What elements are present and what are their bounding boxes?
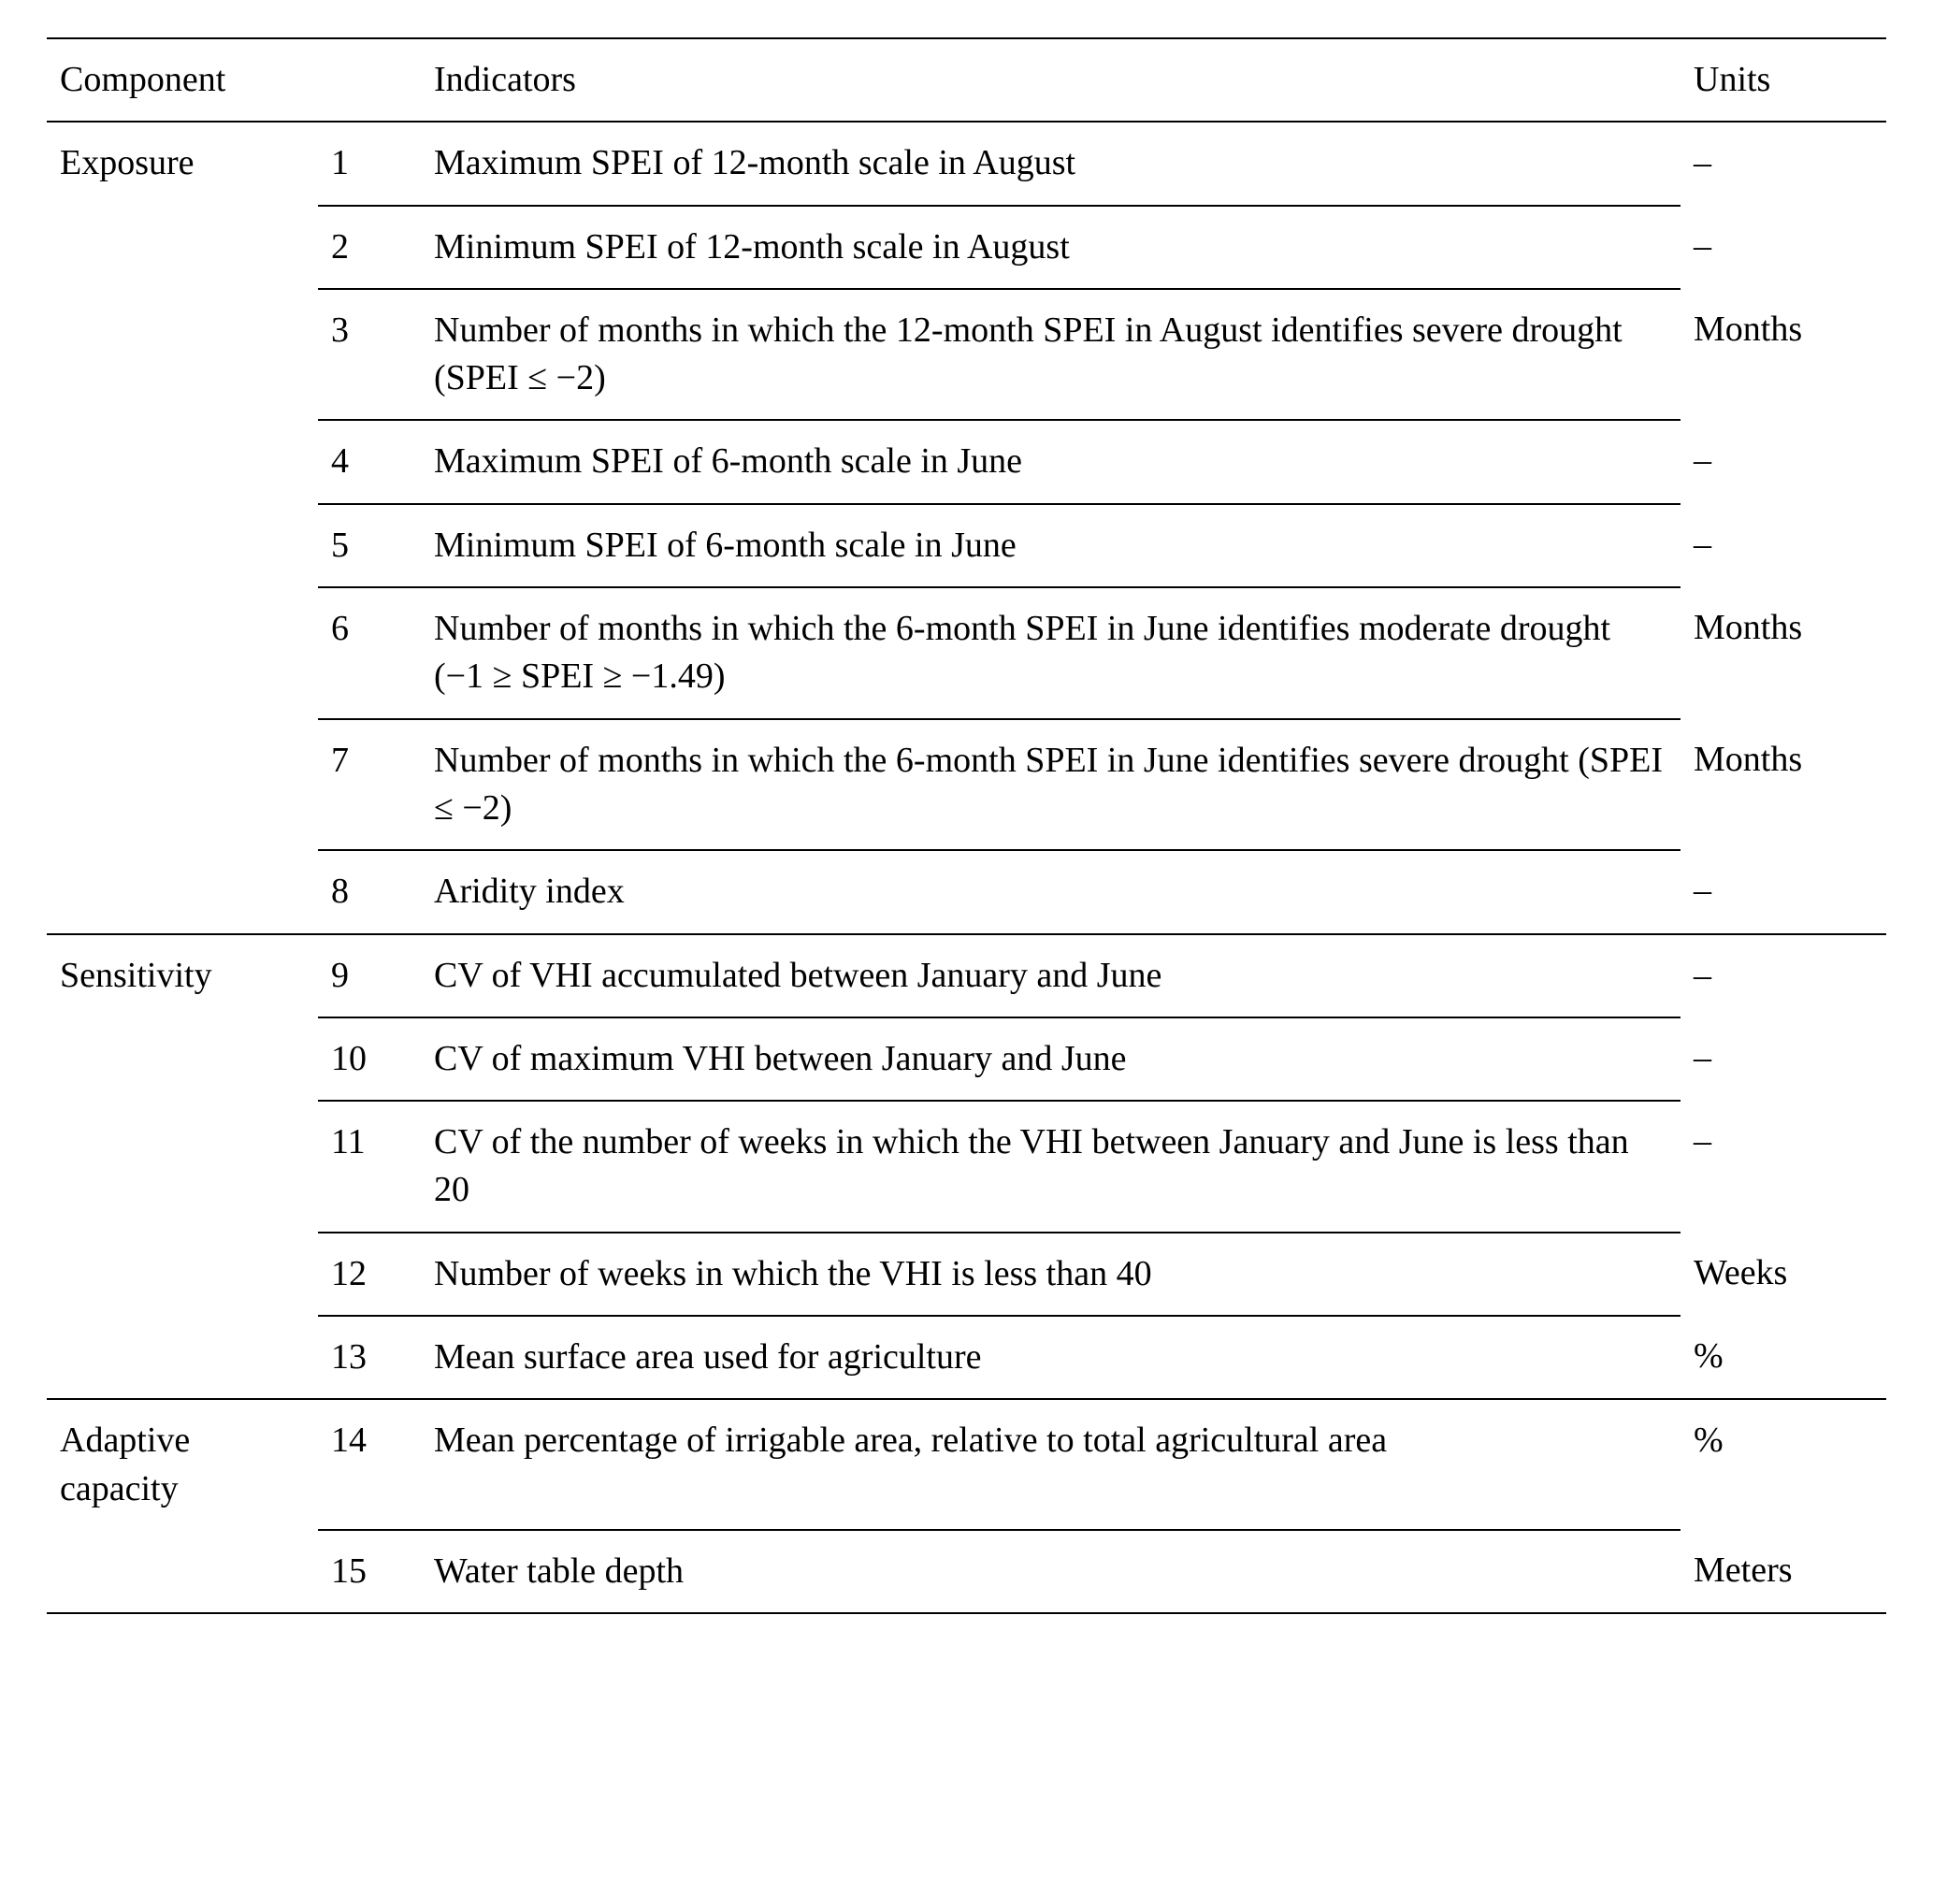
table-row: 5 Minimum SPEI of 6-month scale in June … (47, 504, 1886, 587)
row-num: 7 (318, 719, 421, 851)
component-cell (47, 1233, 318, 1316)
row-num: 15 (318, 1530, 421, 1613)
table-row: 12 Number of weeks in which the VHI is l… (47, 1233, 1886, 1316)
row-num: 8 (318, 850, 421, 933)
indicator-cell: Mean percentage of irrigable area, relat… (421, 1399, 1681, 1530)
indicator-cell: CV of VHI accumulated between January an… (421, 934, 1681, 1017)
row-num: 9 (318, 934, 421, 1017)
units-cell: – (1681, 420, 1886, 503)
units-cell: Months (1681, 587, 1886, 719)
component-cell (47, 504, 318, 587)
table-row: Sensitivity 9 CV of VHI accumulated betw… (47, 934, 1886, 1017)
component-cell (47, 1530, 318, 1613)
units-cell: – (1681, 1101, 1886, 1233)
component-cell: Sensitivity (47, 934, 318, 1017)
table-row: 11 CV of the number of weeks in which th… (47, 1101, 1886, 1233)
indicator-cell: Maximum SPEI of 6-month scale in June (421, 420, 1681, 503)
row-num: 13 (318, 1316, 421, 1399)
table-header-row: Component Indicators Units (47, 38, 1886, 122)
row-num: 11 (318, 1101, 421, 1233)
component-cell (47, 587, 318, 719)
units-cell: – (1681, 122, 1886, 205)
table-row: 13 Mean surface area used for agricultur… (47, 1316, 1886, 1399)
row-num: 3 (318, 289, 421, 421)
table-row: 7 Number of months in which the 6-month … (47, 719, 1886, 851)
table-row: 8 Aridity index – (47, 850, 1886, 933)
col-header-indicators: Indicators (421, 38, 1681, 122)
col-header-num (318, 38, 421, 122)
row-num: 2 (318, 206, 421, 289)
indicator-cell: Water table depth (421, 1530, 1681, 1613)
component-cell: Exposure (47, 122, 318, 205)
indicator-cell: Minimum SPEI of 6-month scale in June (421, 504, 1681, 587)
component-cell (47, 1101, 318, 1233)
component-cell (47, 1316, 318, 1399)
component-cell (47, 850, 318, 933)
table-row: 3 Number of months in which the 12-month… (47, 289, 1886, 421)
units-cell: Months (1681, 289, 1886, 421)
col-header-component: Component (47, 38, 318, 122)
units-cell: – (1681, 504, 1886, 587)
units-cell: % (1681, 1316, 1886, 1399)
indicator-cell: Number of months in which the 6-month SP… (421, 719, 1681, 851)
table-row: 6 Number of months in which the 6-month … (47, 587, 1886, 719)
units-cell: Meters (1681, 1530, 1886, 1613)
indicator-cell: Number of months in which the 12-month S… (421, 289, 1681, 421)
units-cell: – (1681, 934, 1886, 1017)
units-cell: – (1681, 206, 1886, 289)
row-num: 5 (318, 504, 421, 587)
row-num: 1 (318, 122, 421, 205)
units-cell: Weeks (1681, 1233, 1886, 1316)
table-row: 15 Water table depth Meters (47, 1530, 1886, 1613)
table-row: Exposure 1 Maximum SPEI of 12-month scal… (47, 122, 1886, 205)
table-row: 2 Minimum SPEI of 12-month scale in Augu… (47, 206, 1886, 289)
component-cell (47, 420, 318, 503)
col-header-units: Units (1681, 38, 1886, 122)
units-cell: Months (1681, 719, 1886, 851)
units-cell: % (1681, 1399, 1886, 1530)
units-cell: – (1681, 1017, 1886, 1101)
component-cell: Adaptive capacity (47, 1399, 318, 1530)
component-cell (47, 206, 318, 289)
indicators-table: Component Indicators Units Exposure 1 Ma… (47, 37, 1886, 1614)
indicator-cell: Mean surface area used for agriculture (421, 1316, 1681, 1399)
table-row: Adaptive capacity 14 Mean percentage of … (47, 1399, 1886, 1530)
row-num: 12 (318, 1233, 421, 1316)
indicator-cell: CV of maximum VHI between January and Ju… (421, 1017, 1681, 1101)
row-num: 14 (318, 1399, 421, 1530)
indicator-cell: Number of months in which the 6-month SP… (421, 587, 1681, 719)
indicator-cell: Maximum SPEI of 12-month scale in August (421, 122, 1681, 205)
indicator-cell: Minimum SPEI of 12-month scale in August (421, 206, 1681, 289)
table-row: 10 CV of maximum VHI between January and… (47, 1017, 1886, 1101)
indicator-cell: CV of the number of weeks in which the V… (421, 1101, 1681, 1233)
row-num: 4 (318, 420, 421, 503)
indicator-cell: Aridity index (421, 850, 1681, 933)
units-cell: – (1681, 850, 1886, 933)
component-cell (47, 289, 318, 421)
component-cell (47, 1017, 318, 1101)
row-num: 6 (318, 587, 421, 719)
indicator-cell: Number of weeks in which the VHI is less… (421, 1233, 1681, 1316)
row-num: 10 (318, 1017, 421, 1101)
table-row: 4 Maximum SPEI of 6-month scale in June … (47, 420, 1886, 503)
component-cell (47, 719, 318, 851)
